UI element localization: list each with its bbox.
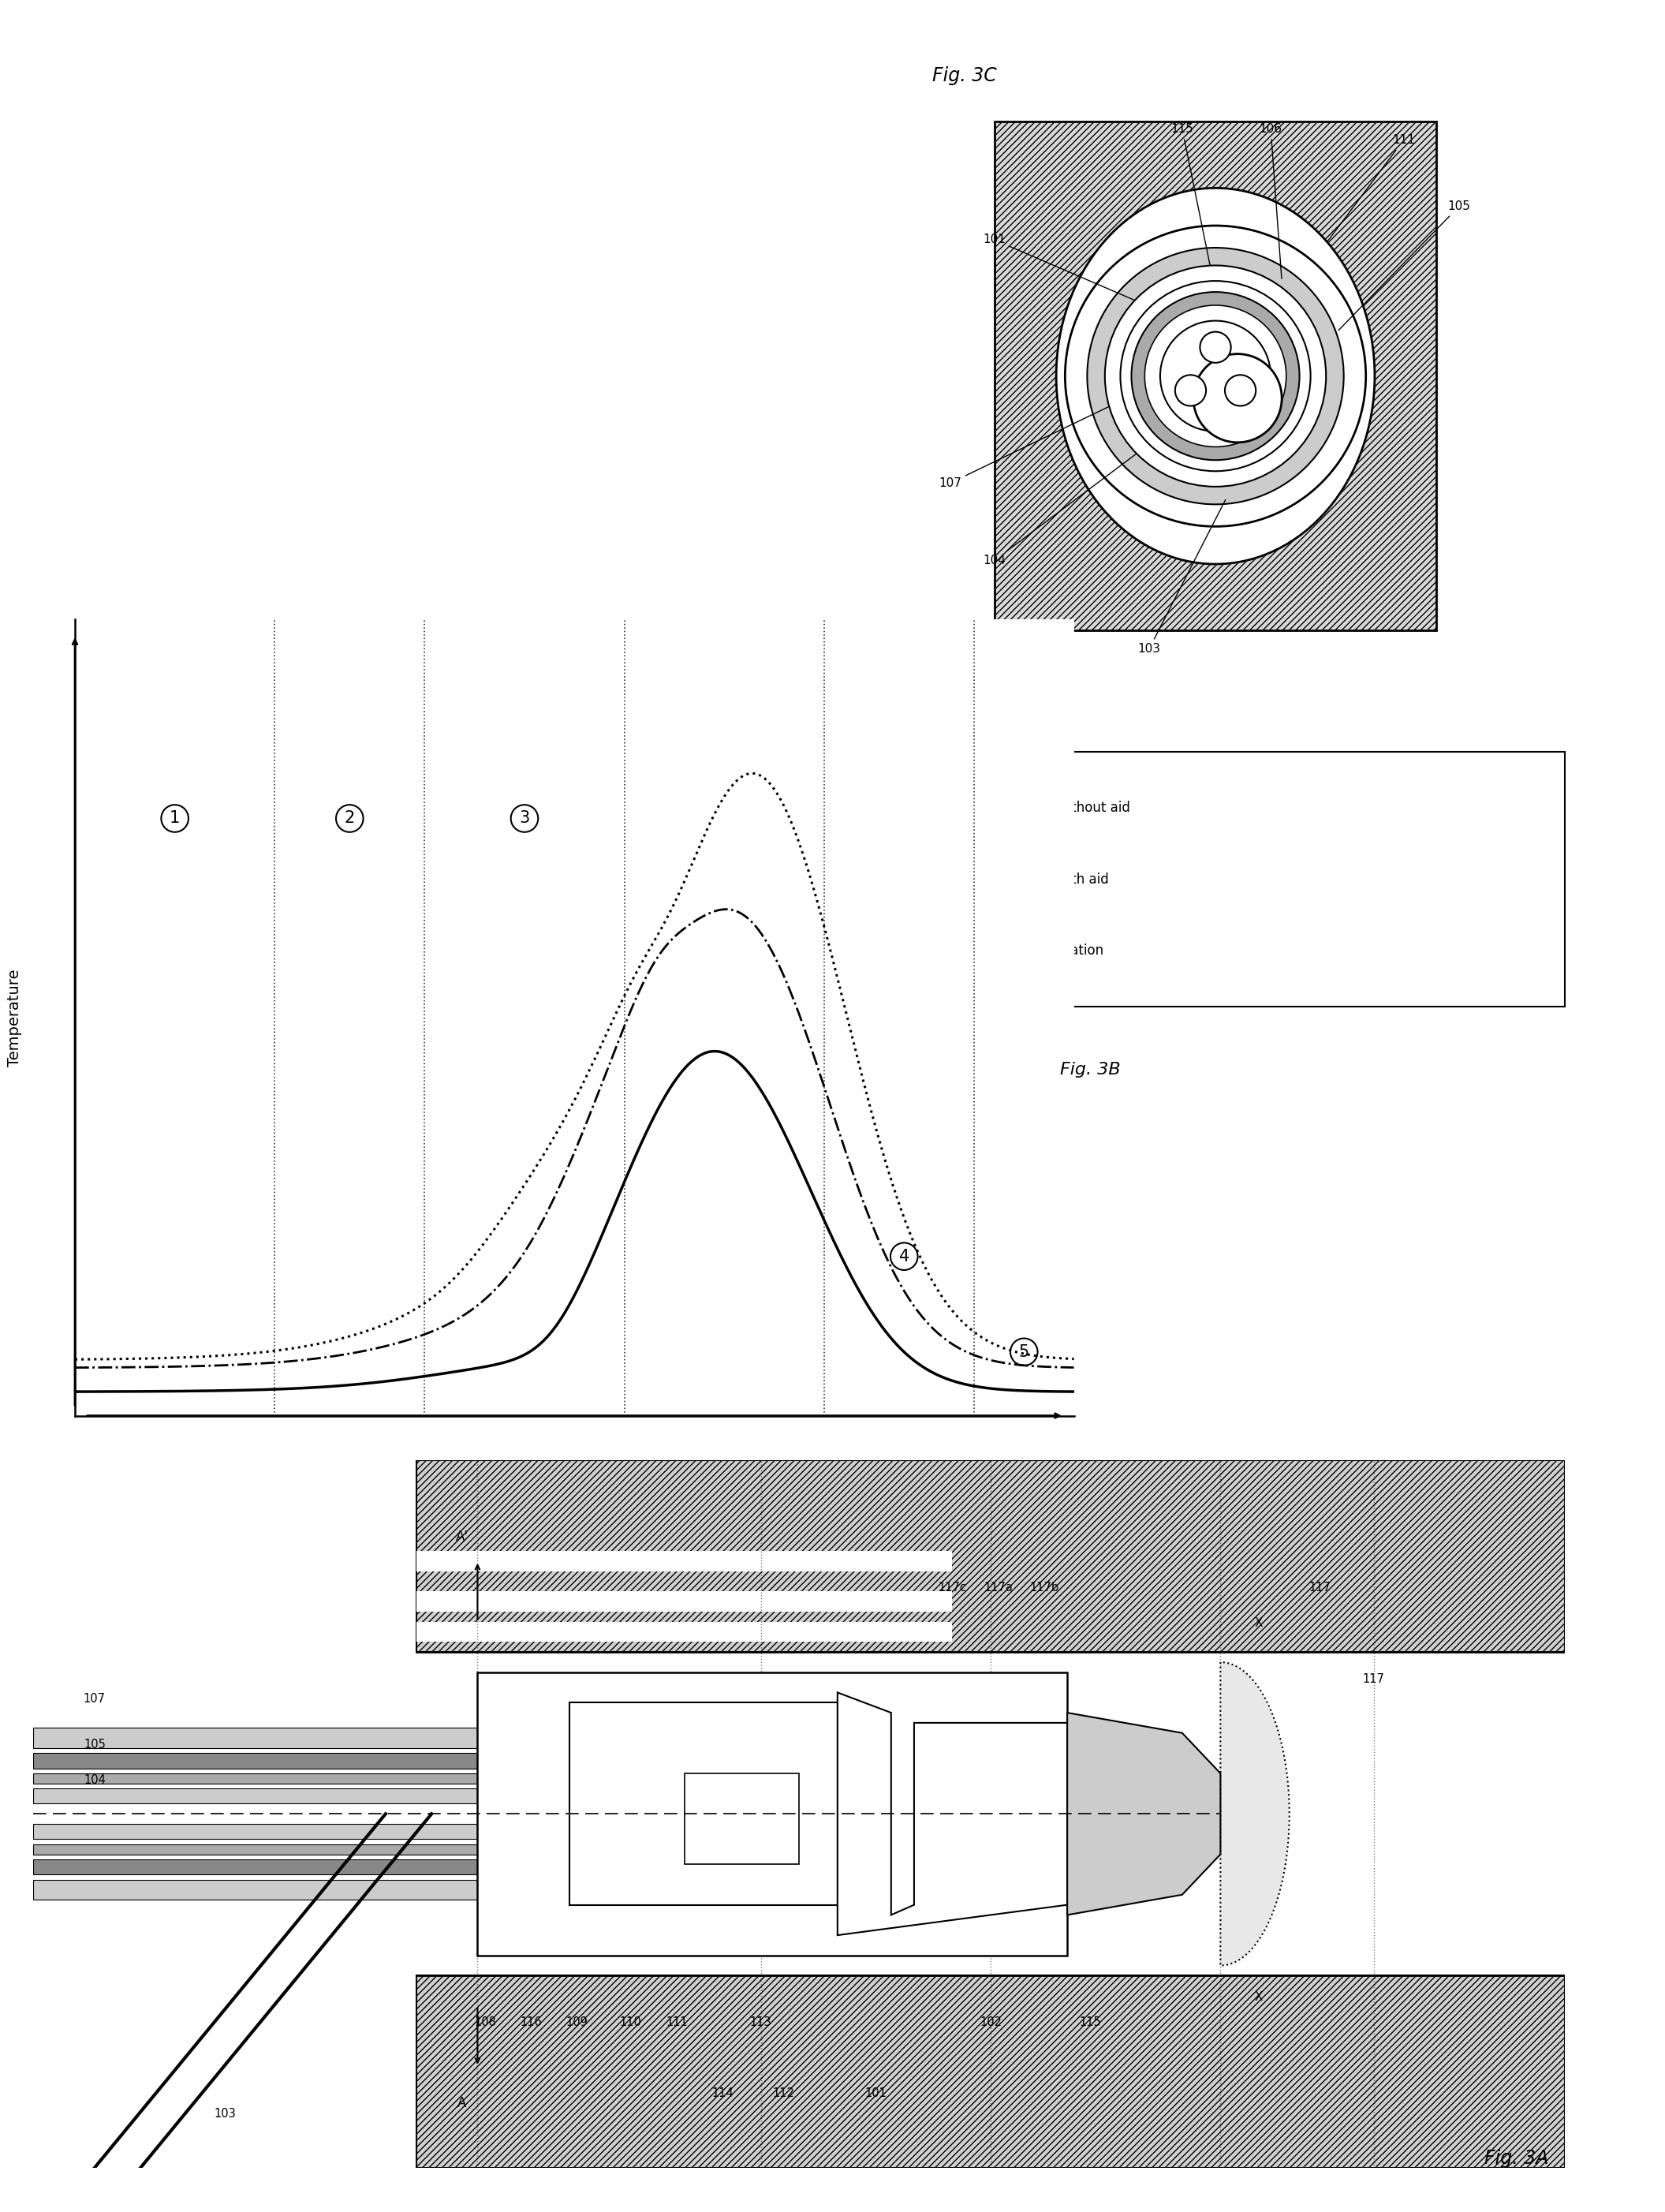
Text: 105: 105 [1339,201,1470,330]
Text: 2: 2 [345,810,355,827]
Polygon shape [33,1845,478,1854]
Text: 106: 106 [1259,124,1282,279]
Text: 103: 103 [1137,500,1225,655]
Text: A': A' [456,1531,468,1544]
Text: Temperature: Temperature [7,969,23,1066]
Polygon shape [416,1590,952,1613]
Text: 108: 108 [475,2017,496,2028]
Text: 110: 110 [619,2017,641,2028]
Text: 3: 3 [519,810,529,827]
Text: 107: 107 [83,1692,105,1705]
Text: 117a: 117a [984,1582,1012,1593]
Text: 105: 105 [83,1739,105,1750]
Polygon shape [33,1754,478,1767]
Text: 5: 5 [1019,1345,1029,1360]
Text: 117b: 117b [1029,1582,1059,1593]
Polygon shape [416,1551,952,1571]
Text: continuous operation: continuous operation [964,942,1104,958]
Polygon shape [837,1692,1067,1936]
Text: Depth in Formation: Depth in Formation [751,1471,897,1486]
Text: 115: 115 [1079,2017,1101,2028]
Text: 117: 117 [1309,1582,1330,1593]
Text: 111: 111 [1327,135,1415,241]
Text: 112: 112 [773,2088,794,2099]
Circle shape [1175,374,1205,407]
Text: 111: 111 [666,2017,688,2028]
Text: reaction start with aid: reaction start with aid [964,872,1109,887]
Text: Fig. 3C: Fig. 3C [932,66,997,86]
Polygon shape [569,1703,837,1905]
Circle shape [1200,332,1230,363]
Polygon shape [1067,1712,1220,1916]
Text: Fig. 3B: Fig. 3B [1061,1062,1121,1077]
Text: 116: 116 [519,2017,543,2028]
Text: 101: 101 [864,2088,887,2099]
Text: 117: 117 [1362,1672,1385,1686]
Text: 102: 102 [979,2017,1002,2028]
Polygon shape [416,1975,1565,2168]
Polygon shape [33,1860,478,1874]
Circle shape [1087,248,1344,504]
Polygon shape [416,1621,952,1641]
Text: 109: 109 [566,2017,588,2028]
Text: 113: 113 [749,2017,773,2028]
Text: A: A [458,2097,466,2110]
Text: X: X [1255,1617,1262,1628]
Text: 114: 114 [711,2088,734,2099]
Text: X: X [1255,1991,1262,2004]
Circle shape [1144,305,1287,447]
Text: 115: 115 [1170,124,1215,290]
Ellipse shape [1056,188,1375,564]
Polygon shape [33,1790,478,1803]
Text: 1: 1 [170,810,180,827]
Polygon shape [684,1774,799,1865]
Text: 117c: 117c [939,1582,966,1593]
Text: 103: 103 [213,2108,236,2119]
Circle shape [1194,354,1282,442]
Polygon shape [478,1672,1067,1955]
Text: 101: 101 [982,234,1180,321]
Circle shape [1161,321,1270,431]
Text: 4: 4 [899,1248,909,1265]
Text: 104: 104 [982,405,1202,566]
Text: 104: 104 [83,1774,105,1785]
Polygon shape [1220,1661,1289,1966]
Polygon shape [33,1880,478,1900]
Polygon shape [33,1774,478,1783]
Polygon shape [33,1728,478,1747]
Text: Fig. 3A: Fig. 3A [1484,2148,1548,2168]
Polygon shape [994,122,1437,630]
Text: 107: 107 [939,363,1199,489]
Circle shape [1106,265,1325,487]
Text: reaction start without aid: reaction start without aid [964,801,1131,816]
Circle shape [1132,292,1299,460]
Polygon shape [416,1460,1565,1652]
Circle shape [1121,281,1310,471]
Polygon shape [33,1825,478,1838]
Circle shape [1225,374,1255,407]
